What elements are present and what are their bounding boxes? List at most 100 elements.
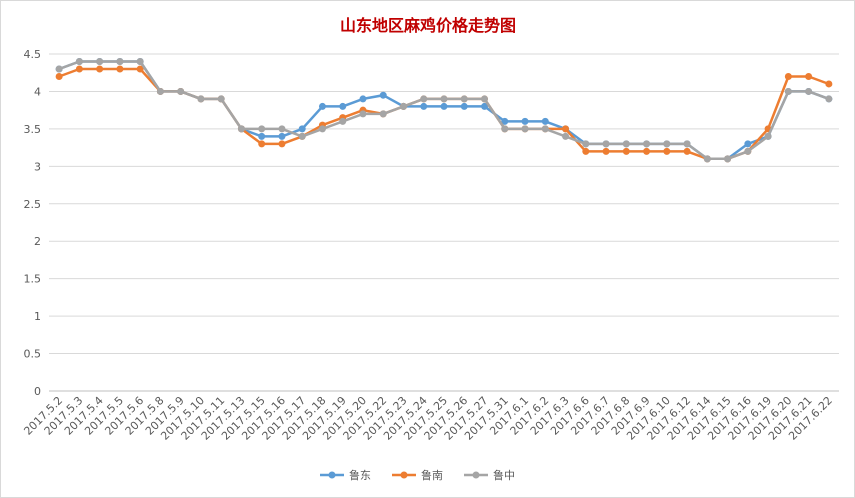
data-point	[521, 117, 529, 125]
legend-item: 鲁东	[320, 468, 371, 482]
data-point	[784, 72, 792, 80]
data-point	[96, 65, 104, 73]
data-point	[663, 140, 671, 148]
data-point	[399, 102, 407, 110]
data-point	[805, 87, 813, 95]
data-point	[420, 102, 428, 110]
data-point	[298, 125, 306, 133]
legend-swatch-marker	[400, 471, 408, 479]
data-point	[278, 125, 286, 133]
legend-swatch-marker	[328, 471, 336, 479]
data-point	[278, 132, 286, 140]
data-point	[379, 91, 387, 99]
data-point	[420, 95, 428, 103]
data-point	[318, 102, 326, 110]
data-point	[541, 117, 549, 125]
data-point	[258, 140, 266, 148]
data-point	[136, 65, 144, 73]
series-line	[58, 60, 830, 161]
y-tick-label: 2.5	[24, 198, 42, 211]
data-point	[55, 65, 63, 73]
data-point	[318, 125, 326, 133]
data-point	[784, 87, 792, 95]
y-tick-label: 3.5	[24, 123, 42, 136]
series-line	[58, 67, 830, 161]
data-point	[116, 65, 124, 73]
data-point	[339, 102, 347, 110]
data-point	[339, 117, 347, 125]
series-0	[55, 57, 833, 163]
data-point	[602, 147, 610, 155]
data-point	[440, 102, 448, 110]
data-point	[683, 140, 691, 148]
data-point	[237, 125, 245, 133]
data-point	[359, 95, 367, 103]
data-point	[683, 147, 691, 155]
y-tick-label: 0	[34, 385, 41, 398]
data-point	[825, 95, 833, 103]
data-point	[724, 155, 732, 163]
data-point	[278, 140, 286, 148]
data-point	[75, 65, 83, 73]
data-point	[481, 95, 489, 103]
legend-swatch-marker	[472, 471, 480, 479]
data-point	[156, 87, 164, 95]
data-point	[75, 57, 83, 65]
data-point	[622, 147, 630, 155]
y-tick-label: 4.5	[24, 48, 42, 61]
y-tick-label: 2	[34, 235, 41, 248]
legend-label: 鲁中	[493, 468, 515, 482]
data-point	[501, 117, 509, 125]
data-point	[744, 147, 752, 155]
data-point	[643, 147, 651, 155]
data-point	[703, 155, 711, 163]
legend-item: 鲁南	[392, 468, 443, 482]
series-1	[55, 65, 833, 163]
data-point	[602, 140, 610, 148]
data-point	[521, 125, 529, 133]
data-point	[379, 110, 387, 118]
data-point	[217, 95, 225, 103]
data-point	[440, 95, 448, 103]
data-point	[136, 57, 144, 65]
y-tick-label: 3	[34, 160, 41, 173]
data-point	[643, 140, 651, 148]
legend: 鲁东 鲁南 鲁中	[320, 468, 515, 482]
data-point	[96, 57, 104, 65]
data-point	[744, 140, 752, 148]
data-point	[582, 140, 590, 148]
y-tick-label: 1.5	[24, 273, 42, 286]
legend-label: 鲁南	[421, 468, 443, 482]
y-axis-tick-labels: 0 0.5 1 1.5 2 2.5 3 3.5 4 4.5	[24, 48, 42, 398]
series-2	[55, 57, 833, 163]
legend-item: 鲁中	[464, 468, 515, 482]
data-point	[622, 140, 630, 148]
data-point	[298, 132, 306, 140]
data-point	[460, 102, 468, 110]
data-point	[805, 72, 813, 80]
series-line	[58, 60, 830, 161]
y-tick-label: 0.5	[24, 348, 42, 361]
data-point	[562, 125, 570, 133]
data-point	[481, 102, 489, 110]
y-tick-label: 4	[34, 85, 41, 98]
data-point	[825, 80, 833, 88]
series-lines	[55, 57, 833, 163]
data-point	[197, 95, 205, 103]
data-point	[460, 95, 468, 103]
data-point	[501, 125, 509, 133]
data-point	[562, 132, 570, 140]
data-point	[258, 125, 266, 133]
data-point	[764, 132, 772, 140]
data-point	[177, 87, 185, 95]
chart-title: 山东地区麻鸡价格走势图	[340, 16, 516, 35]
data-point	[116, 57, 124, 65]
x-axis-tick-labels: 2017.5.22017.5.32017.5.42017.5.52017.5.6…	[21, 394, 835, 443]
gridlines	[49, 53, 839, 355]
legend-label: 鲁东	[349, 468, 371, 482]
data-point	[359, 110, 367, 118]
data-point	[541, 125, 549, 133]
data-point	[663, 147, 671, 155]
